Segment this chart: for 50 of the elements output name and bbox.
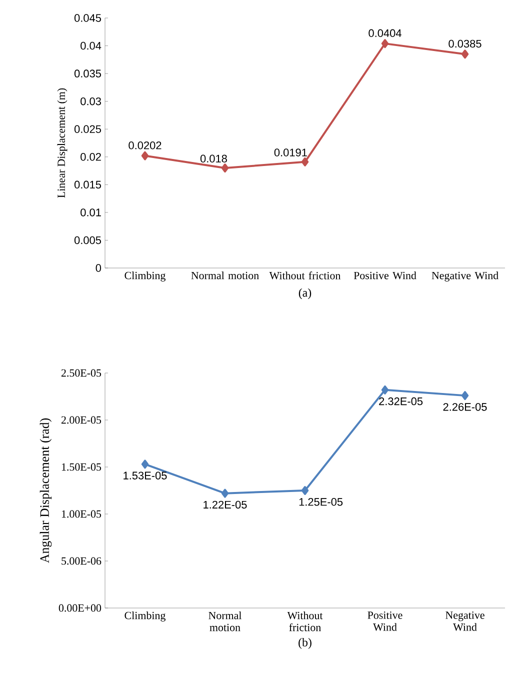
- y-tick-label: 0.005: [74, 236, 102, 244]
- data-label: 2.32E-05: [379, 397, 423, 406]
- y-tick-label: 2.00E-05: [61, 416, 102, 424]
- data-label: 0.0385: [448, 40, 482, 48]
- y-tick-label: 0.01: [80, 208, 101, 216]
- y-tick-label: 0.025: [74, 125, 102, 133]
- y-tick-label: 0.035: [74, 70, 102, 78]
- x-tick-label: Negative Wind: [446, 612, 484, 631]
- data-label: 0.0404: [368, 29, 402, 38]
- data-label: 1.53E-05: [124, 472, 167, 480]
- data-label: 2.26E-05: [443, 403, 487, 411]
- x-tick-label: Normal motion: [191, 272, 259, 280]
- point: [141, 460, 149, 469]
- x-tick-label: Positive Wind: [354, 272, 416, 280]
- y-tick-label: 0: [96, 264, 102, 272]
- y-tick-label: 0.00E+00: [58, 604, 102, 612]
- y-tick-label: 0.045: [74, 14, 102, 22]
- point: [301, 157, 309, 166]
- y-axis-title: Linear Displacement (m): [57, 88, 68, 198]
- data-label: 1.22E-05: [204, 500, 247, 509]
- x-tick-label: Climbing: [124, 612, 166, 622]
- x-axis-title: (a): [298, 288, 312, 300]
- point: [461, 50, 469, 59]
- point: [221, 488, 229, 498]
- point: [381, 39, 389, 48]
- x-tick-label: Negative Wind: [432, 272, 498, 282]
- y-tick-label: 5.00E-06: [62, 557, 102, 565]
- point: [221, 164, 229, 172]
- x-tick-label: Positive Wind: [368, 612, 402, 631]
- point: [301, 486, 309, 495]
- data-label: 0.0191: [274, 148, 307, 156]
- y-tick-label: 2.50E-05: [61, 369, 102, 377]
- point: [381, 385, 389, 394]
- data-label: 0.018: [200, 154, 227, 162]
- x-axis-title: (b): [298, 638, 312, 649]
- y-axis-title: Angular Displacement (rad): [40, 418, 52, 564]
- y-tick-label: 0.015: [74, 180, 102, 189]
- y-tick-label: 1.50E-05: [62, 463, 102, 471]
- x-tick-label: Climbing: [124, 272, 166, 282]
- y-tick-label: 1.00E-05: [62, 510, 102, 518]
- y-tick-label: 0.02: [80, 153, 101, 161]
- point: [141, 151, 149, 160]
- y-tick-label: 0.04: [80, 42, 102, 50]
- data-label: 0.0202: [128, 142, 162, 150]
- x-tick-label: Without friction: [287, 612, 323, 632]
- x-tick-label: Normal motion: [208, 612, 242, 632]
- x-tick-label: Without friction: [269, 272, 341, 280]
- data-label: 1.25E-05: [299, 498, 343, 506]
- y-tick-label: 0.03: [80, 97, 101, 106]
- point: [461, 391, 469, 400]
